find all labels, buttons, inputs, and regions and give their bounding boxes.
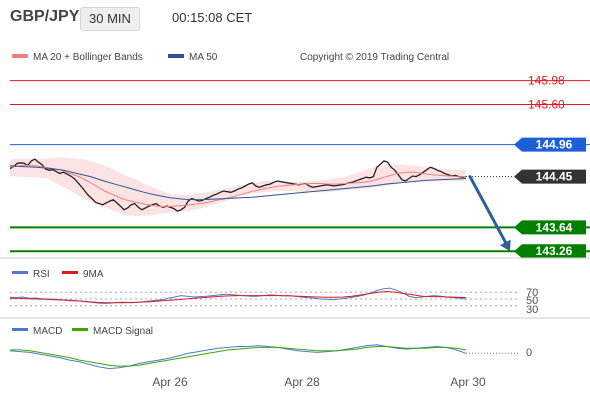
copyright-text: Copyright © 2019 Trading Central (300, 52, 449, 63)
legend-swatch-rsi (12, 271, 28, 274)
price-series-layer (9, 158, 467, 212)
legend-swatch-ma20 (12, 54, 28, 58)
rsi-series-layer (9, 287, 520, 307)
series-line-gbp-jpy (9, 158, 467, 212)
legend-label-macd: MACD (33, 326, 62, 337)
candle-timer: 00:15:08 CET (172, 10, 253, 25)
level-lines-layer (10, 80, 590, 253)
level-tag-pivot: 144.96 (514, 137, 586, 152)
macd-line (9, 344, 467, 370)
legend-swatch-9ma (62, 271, 78, 274)
legend-label-ma50: MA 50 (189, 52, 218, 63)
symbol-title: GBP/JPY (10, 8, 80, 25)
legend-swatch-ma50 (168, 54, 184, 58)
rsi-tick-70: 70 (526, 287, 538, 299)
rsi-9ma-line (10, 290, 467, 304)
legend-label-rsi: RSI (33, 269, 50, 280)
price-legend: MA 20 + Bollinger Bands MA 50 Copyright … (12, 52, 449, 63)
forecast-layer (468, 175, 511, 252)
level-label-resistance: 145.98 (528, 74, 565, 88)
last-price-tag: 144.45 (514, 169, 586, 184)
level-tag-bg (514, 244, 586, 259)
forecast-arrow-head (500, 239, 511, 252)
level-tag-support: 143.64 (514, 220, 586, 235)
bollinger-band-layer (10, 157, 466, 217)
level-tag-support: 143.26 (514, 244, 586, 258)
level-labels-layer: 145.98 145.60 144.96 143.64 143.26 144.45 (466, 74, 586, 258)
level-tag-bg (514, 220, 586, 235)
macd-tick-0: 0 (526, 347, 532, 359)
x-axis: Apr 26 Apr 28 Apr 30 (152, 375, 486, 389)
legend-label-macd-signal: MACD Signal (93, 326, 153, 337)
level-label-support: 143.26 (536, 244, 573, 258)
header-bar: GBP/JPY 30 MIN 00:15:08 CET (0, 0, 590, 40)
last-price-label: 144.45 (536, 170, 573, 184)
timeframe-selector[interactable]: 30 MIN (80, 7, 140, 31)
macd-signal-line (10, 346, 467, 367)
level-label-pivot: 144.96 (536, 138, 573, 152)
rsi-tick-50: 50 (526, 295, 538, 307)
macd-series-layer (9, 344, 520, 370)
x-tick-label: Apr 30 (450, 375, 486, 389)
legend-swatch-macd-signal (72, 328, 88, 331)
price-panel: MA 20 + Bollinger Bands MA 50 Copyright … (9, 52, 590, 258)
bollinger-band-area (10, 157, 466, 217)
legend-label-ma20: MA 20 + Bollinger Bands (33, 52, 143, 63)
legend-label-9ma: 9MA (83, 269, 104, 280)
rsi-panel: RSI 9MA 70 50 30 (9, 269, 538, 316)
series-line-ma-20 (9, 164, 466, 208)
level-tag-bg (514, 137, 586, 152)
last-price-tag-bg (514, 169, 586, 184)
x-tick-label: Apr 26 (152, 375, 188, 389)
series-line-ma-50 (9, 165, 467, 201)
level-label-resistance: 145.60 (528, 97, 565, 111)
legend-swatch-macd (12, 328, 28, 331)
macd-panel: MACD MACD Signal 0 (9, 326, 532, 370)
forecast-arrow-shaft (468, 175, 508, 245)
x-tick-label: Apr 28 (284, 375, 320, 389)
level-label-support: 143.64 (536, 220, 573, 234)
rsi-tick-30: 30 (526, 304, 538, 316)
